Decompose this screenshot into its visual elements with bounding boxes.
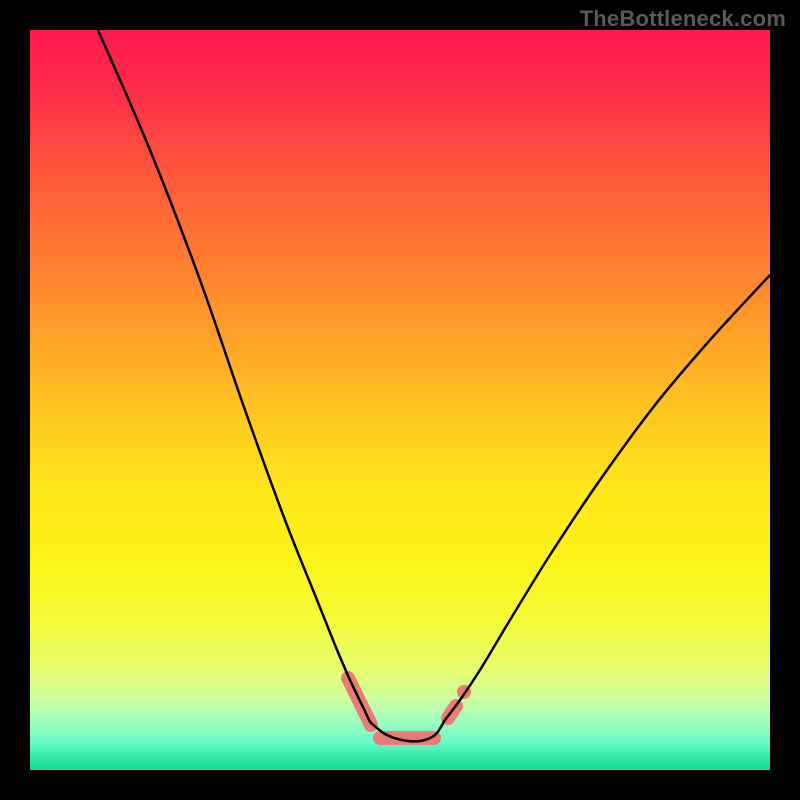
- plot-area: [30, 30, 770, 770]
- left-bottleneck-curve: [98, 30, 370, 722]
- optimal-region-highlight: [348, 678, 471, 738]
- chart-frame: TheBottleneck.com: [0, 0, 800, 800]
- bottleneck-curves: [30, 30, 770, 770]
- watermark-text: TheBottleneck.com: [580, 6, 786, 32]
- right-bottleneck-curve: [445, 275, 770, 720]
